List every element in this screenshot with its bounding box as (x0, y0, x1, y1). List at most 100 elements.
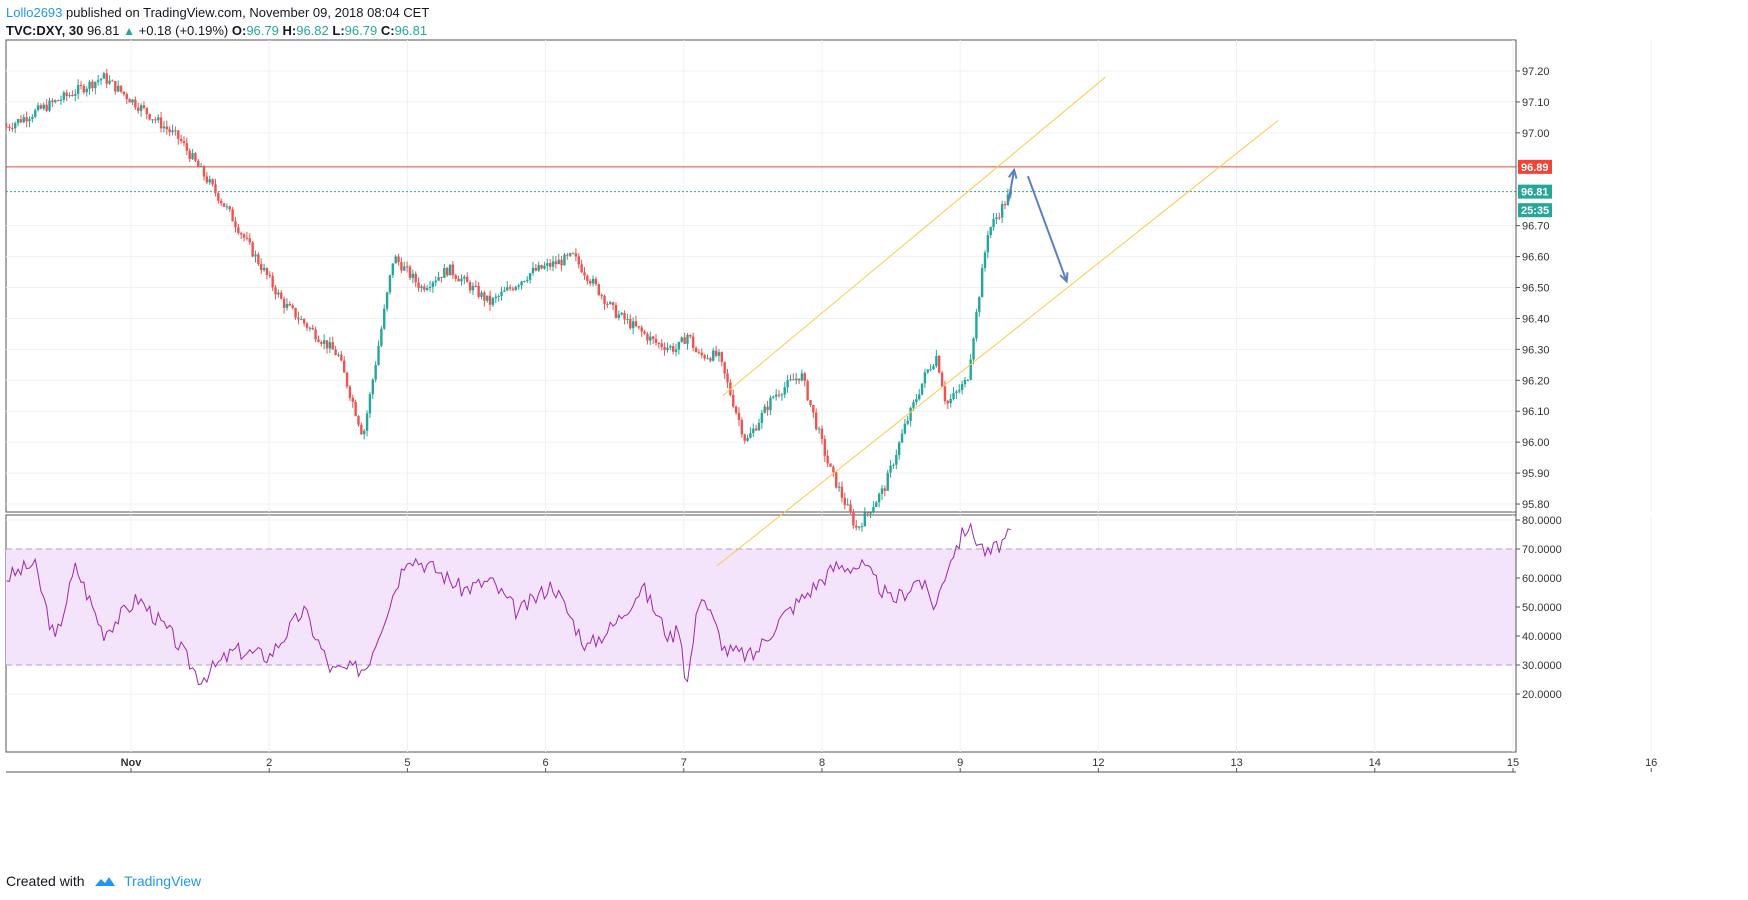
rsi-line[interactable] (6, 522, 1011, 685)
channel-upper-line[interactable] (722, 76, 1106, 397)
candle-body (16, 119, 20, 124)
price-label-badge (1518, 184, 1552, 199)
candle-body (380, 328, 383, 346)
author-link[interactable]: Lollo2693 (6, 5, 63, 20)
candle-body (79, 85, 83, 87)
candle-body (191, 153, 194, 160)
candle-body (589, 280, 592, 284)
candle-body (749, 433, 752, 438)
candle-body (108, 80, 111, 84)
candle-body (546, 263, 549, 266)
candle-body (277, 292, 280, 295)
candle-body (646, 333, 649, 341)
candle-body (915, 399, 918, 403)
candle-body (586, 275, 589, 281)
candle-body (840, 486, 844, 498)
candle-body (437, 276, 440, 281)
close-label: C: (380, 23, 395, 38)
candle-body (486, 295, 489, 301)
candle-body (757, 422, 761, 431)
candle-body (571, 253, 575, 255)
candle-body (440, 276, 443, 278)
projection-arrow-1[interactable] (1007, 169, 1016, 202)
price-tick-label: 96.00 (1522, 437, 1550, 449)
candle-body (125, 94, 128, 100)
symbol-label[interactable]: TVC:DXY, 30 (6, 23, 84, 38)
candle-body (706, 358, 709, 360)
candle-body (139, 105, 143, 111)
candle-body (131, 99, 134, 103)
candle-body (797, 378, 801, 381)
candle-body (726, 373, 729, 383)
candle-body (305, 323, 309, 328)
candle-body (342, 360, 346, 373)
candle-body (849, 504, 852, 513)
candle-body (151, 119, 154, 121)
price-tick-label: 96.40 (1522, 313, 1550, 325)
candle-body (929, 369, 932, 371)
candle-body (683, 337, 686, 344)
high-label: H: (282, 23, 297, 38)
candle-body (786, 380, 789, 388)
candle-body (340, 354, 343, 361)
candle-body (99, 78, 103, 81)
candle-body (282, 298, 286, 308)
candle-body (34, 110, 37, 117)
candle-body (285, 303, 289, 308)
candle-body (268, 275, 272, 277)
candle-body (128, 99, 131, 103)
candle-body (68, 95, 71, 97)
candle-body (912, 402, 915, 408)
candle-body (877, 493, 881, 503)
price-tick-label: 96.30 (1522, 344, 1550, 356)
candle-body (517, 285, 520, 287)
candle-body (288, 303, 292, 306)
candle-body (368, 394, 372, 414)
candle-body (142, 105, 146, 108)
candle-body (978, 297, 981, 312)
price-pane[interactable] (5, 39, 1517, 513)
candle-body (649, 336, 652, 341)
candle-body (154, 119, 157, 121)
rsi-tick-label: 70.0000 (1522, 544, 1562, 556)
candle-body (528, 273, 532, 280)
candle-body (122, 91, 126, 95)
candle-body (202, 166, 206, 177)
candle-body (677, 341, 681, 350)
candle-body (54, 100, 57, 103)
candle-body (923, 372, 927, 384)
price-tick-label: 96.50 (1522, 283, 1550, 295)
candle-body (248, 238, 251, 243)
channel-lower-line[interactable] (716, 120, 1279, 567)
candle-body (614, 304, 618, 318)
candle-body (471, 285, 475, 291)
candle-body (423, 286, 426, 290)
x-tick-label: 6 (543, 757, 549, 769)
candle-body (568, 253, 572, 256)
candle-body (952, 392, 955, 399)
up-triangle-icon: ▲ (123, 24, 135, 38)
candle-body (434, 280, 437, 283)
candle-body (328, 342, 332, 349)
candle-body (694, 347, 698, 353)
candle-body (520, 281, 523, 286)
candle-body (597, 284, 600, 295)
projection-arrow-2[interactable] (1026, 175, 1068, 282)
candle-body (800, 373, 804, 381)
candle-body (497, 296, 500, 298)
candle-body (483, 292, 486, 301)
candle-body (843, 497, 847, 506)
low-value: 96.79 (344, 23, 378, 38)
tradingview-brand-link[interactable]: TradingView (124, 873, 202, 889)
candle-body (42, 104, 46, 109)
candle-body (431, 282, 435, 287)
candle-body (697, 352, 701, 354)
open-value: 96.79 (246, 23, 279, 38)
candle-body (162, 126, 166, 129)
candle-body (88, 81, 91, 89)
candle-body (540, 265, 543, 269)
x-tick-label: 8 (819, 757, 825, 769)
candle-body (425, 287, 429, 290)
price-tick-label: 96.70 (1522, 221, 1550, 233)
